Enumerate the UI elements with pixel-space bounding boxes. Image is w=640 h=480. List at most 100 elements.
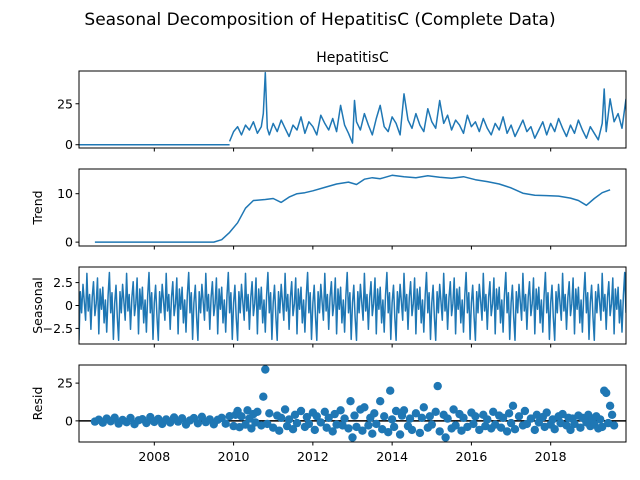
resid-xtick-label-4: 2016 xyxy=(456,449,488,464)
resid-point-96 xyxy=(386,386,395,395)
trend-series-line xyxy=(94,174,611,243)
resid-point-80 xyxy=(346,397,355,406)
resid-point-142 xyxy=(508,401,518,410)
resid-point-111 xyxy=(425,412,434,421)
resid-point-113 xyxy=(431,407,440,416)
resid-point-143 xyxy=(510,425,520,434)
resid-xtick-label-3: 2014 xyxy=(376,449,408,464)
resid-ytick-label-0: 0 xyxy=(65,413,73,428)
resid-point-68 xyxy=(312,412,321,421)
resid-point-118 xyxy=(443,414,452,423)
resid-point-43 xyxy=(247,424,256,433)
resid-point-79 xyxy=(344,424,353,433)
resid-point-72 xyxy=(324,413,333,422)
resid-point-134 xyxy=(489,407,498,416)
resid-point-9 xyxy=(126,413,135,423)
resid-point-73 xyxy=(328,427,337,436)
resid-point-46 xyxy=(253,407,262,416)
resid-point-82 xyxy=(350,411,359,420)
resid-point-55 xyxy=(277,413,286,422)
resid-xtick-label-1: 2010 xyxy=(218,449,250,464)
resid-point-61 xyxy=(292,418,302,428)
resid-point-114 xyxy=(433,381,442,391)
resid-point-137 xyxy=(496,423,506,432)
resid-point-98 xyxy=(389,422,399,432)
seasonal-series-line xyxy=(79,271,626,342)
resid-point-39 xyxy=(237,412,246,421)
figure-title: Seasonal Decomposition of HepatitisC (Co… xyxy=(84,10,555,30)
resid-axes-frame xyxy=(78,364,627,443)
resid-point-144 xyxy=(514,412,524,421)
trend-ylabel: Trend xyxy=(30,190,45,225)
resid-point-127 xyxy=(469,419,478,429)
resid-point-179 xyxy=(602,388,611,398)
resid-point-106 xyxy=(411,409,421,418)
resid-point-124 xyxy=(459,413,468,422)
resid-point-105 xyxy=(407,425,417,435)
resid-point-32 xyxy=(217,413,226,422)
resid-point-71 xyxy=(322,423,331,432)
resid-point-94 xyxy=(380,412,389,421)
resid-point-95 xyxy=(384,428,393,437)
resid-point-167 xyxy=(576,423,585,432)
resid-point-91 xyxy=(372,419,381,429)
resid-point-117 xyxy=(441,433,450,442)
resid-point-108 xyxy=(417,413,427,422)
resid-point-26 xyxy=(193,419,203,428)
resid-point-177 xyxy=(598,422,607,432)
resid-point-132 xyxy=(483,415,492,424)
panel-trend: 0 10 Trend xyxy=(30,168,627,250)
resid-point-109 xyxy=(419,403,428,412)
resid-plot-area xyxy=(79,365,626,442)
resid-point-129 xyxy=(475,425,484,435)
resid-point-181 xyxy=(605,401,615,410)
resid-point-70 xyxy=(320,407,329,416)
trend-plot-area xyxy=(94,174,611,243)
resid-point-99 xyxy=(391,406,401,416)
resid-point-51 xyxy=(265,409,274,418)
resid-point-85 xyxy=(358,426,367,435)
resid-point-104 xyxy=(405,414,415,423)
resid-point-128 xyxy=(471,412,480,421)
resid-point-65 xyxy=(304,419,314,429)
resid-point-121 xyxy=(451,421,460,430)
trend-ytick-label-1: 10 xyxy=(57,186,73,201)
resid-point-163 xyxy=(566,425,575,435)
resid-xtick-label-0: 2008 xyxy=(138,449,170,464)
resid-ytick-label-1: 25 xyxy=(57,376,73,391)
resid-point-107 xyxy=(415,428,425,438)
observed-series-line-1 xyxy=(228,71,626,144)
resid-point-64 xyxy=(302,412,312,422)
resid-point-49 xyxy=(261,365,270,374)
resid-xtick-label-5: 2018 xyxy=(535,449,567,464)
resid-point-154 xyxy=(542,408,551,417)
resid-point-92 xyxy=(376,397,385,406)
resid-point-76 xyxy=(336,406,345,415)
resid-point-78 xyxy=(340,414,349,423)
seasonal-ytick-label-1: 0 xyxy=(65,298,73,313)
resid-point-58 xyxy=(284,415,294,424)
resid-point-67 xyxy=(310,425,319,435)
resid-point-138 xyxy=(498,413,508,422)
observed-ytick-label-0: 0 xyxy=(65,137,73,152)
resid-point-102 xyxy=(399,406,409,415)
resid-point-146 xyxy=(520,406,530,416)
resid-point-157 xyxy=(550,425,559,434)
resid-point-62 xyxy=(296,406,306,416)
resid-point-48 xyxy=(259,392,268,401)
resid-point-112 xyxy=(427,420,436,429)
resid-point-22 xyxy=(177,414,187,423)
resid-point-56 xyxy=(280,405,290,414)
resid-ylabel: Resid xyxy=(30,387,45,421)
seasonal-ytick-label-2: −2.5 xyxy=(43,321,73,336)
observed-panel-title: HepatitisC xyxy=(316,50,389,66)
panel-resid: 0 25 2008 2010 2012 2014 2016 2018 Resid xyxy=(30,364,627,464)
resid-point-81 xyxy=(348,433,357,442)
resid-point-69 xyxy=(316,418,325,427)
resid-point-33 xyxy=(221,419,230,428)
resid-point-120 xyxy=(449,405,458,414)
seasonal-plot-area xyxy=(79,271,626,342)
resid-xtick-label-2: 2012 xyxy=(297,449,329,464)
